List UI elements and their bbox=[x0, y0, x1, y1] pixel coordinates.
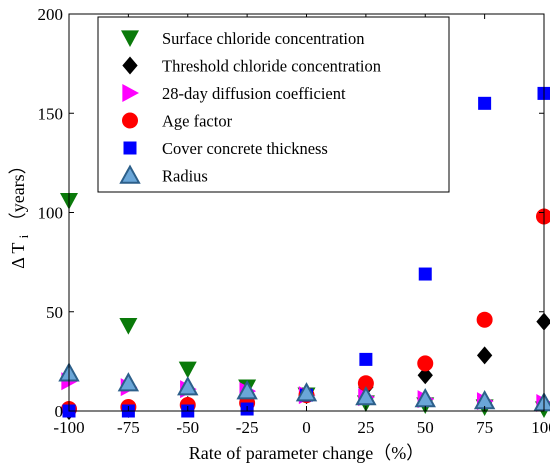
x-tick-label: 25 bbox=[357, 418, 374, 437]
data-point bbox=[119, 317, 138, 335]
legend-marker bbox=[123, 141, 137, 155]
data-point bbox=[178, 361, 197, 379]
legend: Surface chloride concentration Threshold … bbox=[97, 16, 450, 193]
data-point bbox=[117, 372, 140, 392]
x-tick-label: -25 bbox=[236, 418, 259, 437]
x-tick-label: -50 bbox=[176, 418, 199, 437]
y-axis-label-main: Δ T bbox=[8, 243, 28, 269]
data-point bbox=[476, 346, 493, 365]
x-tick-label: 75 bbox=[476, 418, 493, 437]
legend-entry-label: Surface chloride concentration bbox=[162, 29, 365, 48]
y-tick-label: 0 bbox=[55, 402, 64, 421]
legend-entry-label: Radius bbox=[162, 167, 208, 186]
legend-marker bbox=[122, 84, 139, 102]
legend-marker bbox=[121, 30, 139, 47]
legend-entry-label: Threshold chloride concentration bbox=[162, 57, 381, 76]
data-point bbox=[478, 96, 492, 110]
data-point bbox=[417, 355, 434, 372]
legend-marker bbox=[119, 164, 141, 184]
legend-marker bbox=[122, 112, 138, 129]
data-point bbox=[177, 376, 199, 396]
x-tick-label: 0 bbox=[302, 418, 311, 437]
y-tick-label: 200 bbox=[38, 5, 64, 24]
x-axis-label: Rate of parameter change（%） bbox=[189, 443, 424, 463]
legend-entry-label: 28-day diffusion coefficient bbox=[162, 84, 346, 103]
y-tick-label: 50 bbox=[46, 303, 63, 322]
legend-marker bbox=[122, 56, 138, 75]
data-point bbox=[236, 380, 258, 400]
data-point bbox=[355, 386, 377, 406]
y-tick-label: 100 bbox=[38, 204, 64, 223]
data-point bbox=[295, 382, 318, 402]
axis-ticks: -100 -75 -50 -25 0 25 50 75 100 0 50 100 150 200 bbox=[38, 5, 550, 437]
y-axis-label-sub: i bbox=[16, 234, 31, 238]
x-tick-label: -100 bbox=[53, 418, 84, 437]
y-axis-label-unit: （years） bbox=[8, 156, 28, 230]
data-point bbox=[536, 312, 550, 331]
data-point bbox=[357, 375, 374, 392]
y-axis-label: Δ T i （years） bbox=[8, 156, 32, 268]
x-tick-label: 100 bbox=[531, 418, 550, 437]
data-point bbox=[536, 208, 550, 225]
legend-box bbox=[97, 16, 450, 193]
y-tick-label: 150 bbox=[38, 104, 64, 123]
data-point bbox=[418, 267, 432, 281]
data-point bbox=[476, 311, 493, 328]
legend-entry-label: Age factor bbox=[162, 112, 233, 131]
x-tick-label: 50 bbox=[417, 418, 434, 437]
x-tick-label: -75 bbox=[117, 418, 140, 437]
data-point bbox=[417, 366, 433, 385]
data-point bbox=[359, 352, 373, 366]
series-5 bbox=[58, 362, 550, 412]
legend-entry-label: Cover concrete thickness bbox=[162, 139, 328, 158]
